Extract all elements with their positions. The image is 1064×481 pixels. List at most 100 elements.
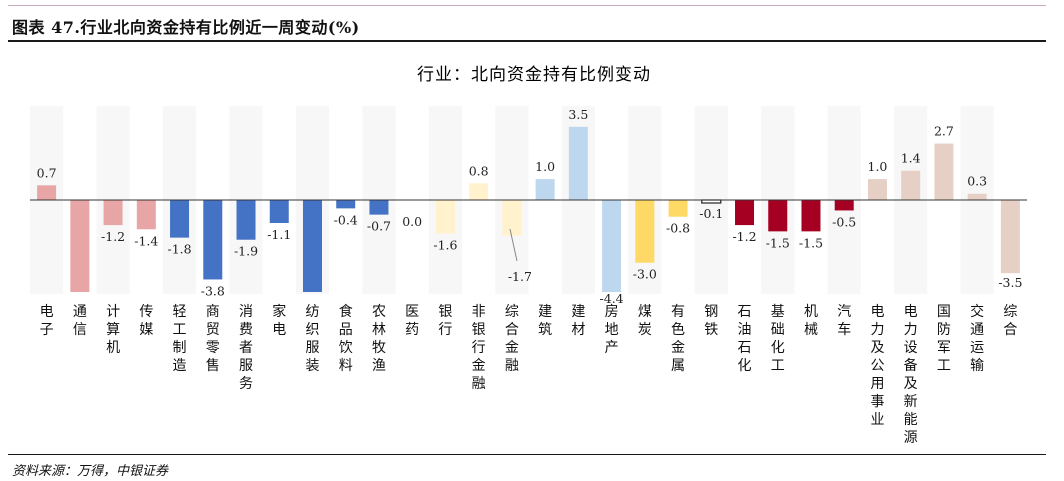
category-label: 石 xyxy=(738,304,752,320)
category-label: 电 xyxy=(272,322,286,338)
category-label: 基 xyxy=(771,303,785,320)
bar xyxy=(203,200,223,280)
category-label: 造 xyxy=(173,358,187,374)
category-label: 输 xyxy=(970,358,984,374)
bar xyxy=(635,200,655,263)
bar xyxy=(269,200,289,223)
bar xyxy=(834,200,854,211)
category-label: 子 xyxy=(40,322,54,338)
category-label: 融 xyxy=(472,376,486,392)
category-label: 零 xyxy=(206,340,220,356)
category-label: 源 xyxy=(904,430,918,446)
category-label: 铁 xyxy=(704,322,718,338)
bar xyxy=(336,200,356,209)
category-label: 信 xyxy=(73,322,87,338)
bar xyxy=(867,179,887,200)
category-label: 轻 xyxy=(173,304,187,320)
category-label: 织 xyxy=(305,322,319,338)
bar xyxy=(502,200,522,236)
category-label: 计 xyxy=(106,304,120,320)
category-label: 工 xyxy=(771,358,785,374)
data-label: -3.8 xyxy=(201,283,225,298)
category-label: 品 xyxy=(339,322,353,338)
category-label: 消 xyxy=(239,304,253,320)
category-label: 油 xyxy=(738,322,752,338)
category-label: 用 xyxy=(870,376,884,392)
data-label: -0.5 xyxy=(832,214,856,229)
category-label: 合 xyxy=(1003,322,1017,338)
category-label: 者 xyxy=(239,340,253,356)
data-label: -1.2 xyxy=(101,229,125,244)
category-label: 化 xyxy=(738,358,752,374)
category-label: 机 xyxy=(106,340,120,356)
category-label: 备 xyxy=(904,357,918,374)
category-label: 金 xyxy=(671,340,685,356)
category-label: 础 xyxy=(771,322,785,338)
category-label: 银 xyxy=(472,322,486,338)
bar xyxy=(1000,200,1020,274)
category-label: 国 xyxy=(937,304,951,320)
category-label: 贸 xyxy=(206,322,220,338)
category-label: 化 xyxy=(771,340,785,356)
category-label: 务 xyxy=(239,376,253,392)
category-label: 汽 xyxy=(837,304,851,320)
data-label: -1.1 xyxy=(267,227,291,242)
category-label: 饮 xyxy=(339,340,353,356)
data-label: -1.2 xyxy=(732,229,756,244)
data-label: -1.4 xyxy=(134,233,158,248)
category-label: 有 xyxy=(671,304,685,320)
category-label: 公 xyxy=(870,358,884,374)
category-label: 食 xyxy=(339,303,353,320)
bars xyxy=(37,126,1020,292)
category-label: 建 xyxy=(571,304,585,320)
data-label: 2.7 xyxy=(934,124,954,139)
category-label: 力 xyxy=(870,322,884,338)
category-label: 能 xyxy=(904,412,918,428)
data-label: -1.8 xyxy=(167,242,191,257)
bar xyxy=(967,193,987,200)
data-label: 0.3 xyxy=(967,174,987,189)
data-label: 1.0 xyxy=(868,159,888,174)
category-label: 通 xyxy=(73,304,87,320)
category-label: 行 xyxy=(438,322,452,338)
category-label: 银 xyxy=(438,304,452,320)
category-label: 房 xyxy=(605,304,619,320)
bar xyxy=(103,200,123,226)
bar xyxy=(302,200,322,292)
category-label: 融 xyxy=(505,358,519,374)
category-label: 石 xyxy=(738,340,752,356)
category-label: 售 xyxy=(206,358,220,374)
category-label: 综 xyxy=(505,304,519,320)
chart-title: 行业：北向资金持有比例变动 xyxy=(417,65,651,85)
data-label: -1.5 xyxy=(766,235,790,250)
category-label: 金 xyxy=(472,358,486,374)
data-label: -0.1 xyxy=(699,206,723,221)
category-label: 械 xyxy=(804,322,818,338)
category-label: 行 xyxy=(472,340,486,356)
category-label: 传 xyxy=(139,304,153,320)
category-label: 医 xyxy=(405,304,419,320)
category-label: 交 xyxy=(970,303,984,320)
source-note: 资料来源：万得，中银证券 xyxy=(12,464,169,479)
bar xyxy=(801,200,821,232)
data-label: 0.7 xyxy=(37,165,57,180)
category-label: 算 xyxy=(106,322,120,338)
data-label: -1.7 xyxy=(508,269,532,284)
category-label: 通 xyxy=(970,322,984,338)
data-label: 1.0 xyxy=(535,159,555,174)
category-label: 装 xyxy=(305,358,319,374)
data-label: -4.4 xyxy=(600,291,624,306)
category-label: 电 xyxy=(40,304,54,320)
data-label: -0.7 xyxy=(367,219,391,234)
category-label: 工 xyxy=(173,322,187,338)
bar xyxy=(136,200,156,230)
category-label: 炭 xyxy=(638,322,652,338)
data-label: 0.8 xyxy=(469,163,489,178)
category-label: 综 xyxy=(1003,304,1017,320)
category-label: 及 xyxy=(870,340,884,356)
category-label: 商 xyxy=(206,304,220,320)
category-label: 军 xyxy=(937,340,951,356)
category-label: 钢 xyxy=(704,304,718,320)
bar xyxy=(170,200,190,238)
